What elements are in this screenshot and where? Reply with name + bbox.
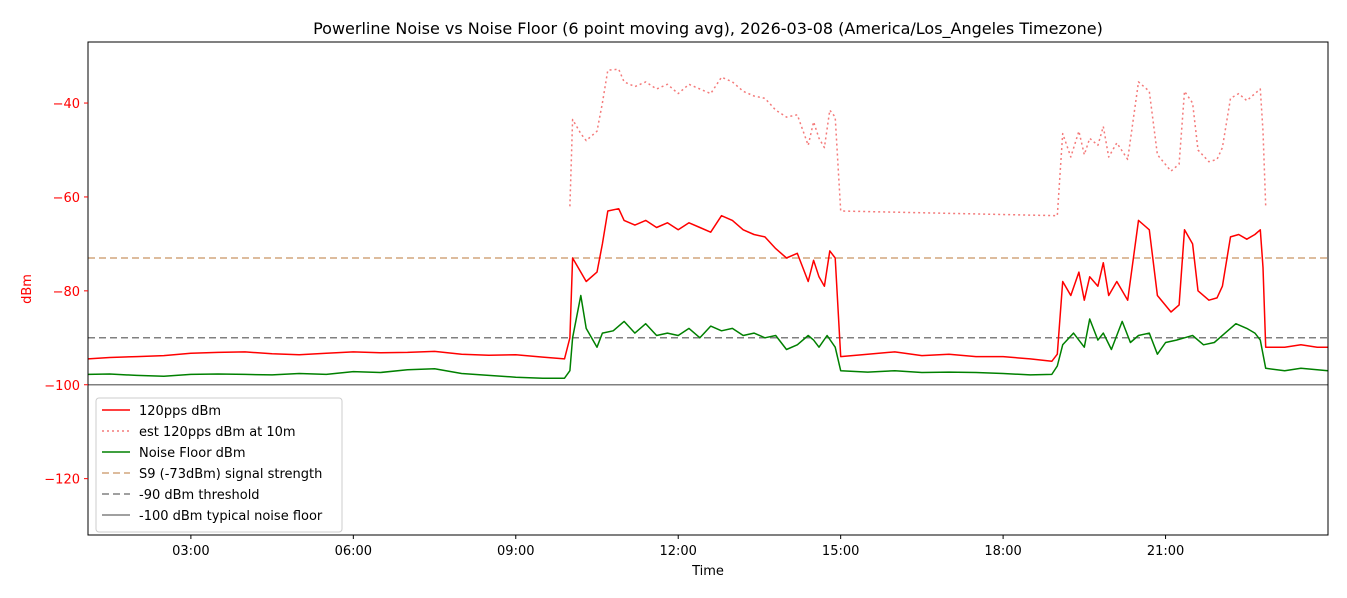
legend-label: -100 dBm typical noise floor — [139, 509, 323, 524]
legend-label: -90 dBm threshold — [139, 488, 260, 503]
y-tick-label: −120 — [44, 473, 80, 488]
axes: 03:00 06:00 09:00 12:00 15:00 18:00 21:00 −40 −6… — [44, 41, 1329, 559]
legend: 120pps dBm est 120pps dBm at 10m Noise Flo… — [95, 397, 343, 533]
legend-label: est 120pps dBm at 10m — [139, 425, 296, 440]
legend-label: 120pps dBm — [139, 404, 221, 419]
y-tick-label: −80 — [53, 285, 80, 300]
legend-box — [95, 397, 343, 533]
y-tick-label: −40 — [53, 97, 80, 112]
x-tick-label: 21:00 — [1147, 544, 1184, 559]
x-tick-label: 15:00 — [822, 544, 859, 559]
legend-label: S9 (-73dBm) signal strength — [139, 467, 322, 482]
y-axis-label: dBm — [20, 274, 35, 304]
y-tick-label: −60 — [53, 191, 80, 206]
x-tick-label: 12:00 — [659, 544, 696, 559]
y-tick-label: −100 — [44, 379, 80, 394]
plot-area — [88, 68, 1328, 386]
series-noise-floor-dbm — [88, 294, 1328, 379]
chart-title: Powerline Noise vs Noise Floor (6 point … — [313, 19, 1103, 39]
x-tick-label: 03:00 — [172, 544, 209, 559]
series-120pps-dbm — [88, 207, 1328, 363]
x-axis-label: Time — [691, 564, 724, 579]
series-est-120pps-dbm-at-10m — [569, 68, 1267, 217]
plot-frame — [87, 41, 1329, 536]
x-tick-label: 18:00 — [984, 544, 1021, 559]
x-tick-label: 09:00 — [497, 544, 534, 559]
legend-label: Noise Floor dBm — [139, 446, 246, 461]
x-tick-label: 06:00 — [335, 544, 372, 559]
